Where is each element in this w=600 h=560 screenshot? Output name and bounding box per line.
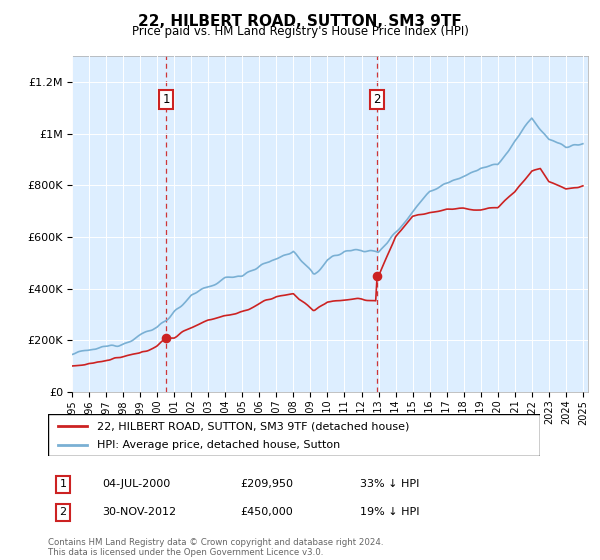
Point: [373, 271, 382, 280]
Text: £450,000: £450,000: [240, 507, 293, 517]
Text: 2: 2: [373, 93, 381, 106]
Text: 19% ↓ HPI: 19% ↓ HPI: [360, 507, 419, 517]
Text: 22, HILBERT ROAD, SUTTON, SM3 9TF: 22, HILBERT ROAD, SUTTON, SM3 9TF: [138, 14, 462, 29]
Text: HPI: Average price, detached house, Sutton: HPI: Average price, detached house, Sutt…: [97, 440, 340, 450]
Text: 33% ↓ HPI: 33% ↓ HPI: [360, 479, 419, 489]
Text: 2: 2: [59, 507, 67, 517]
Text: 22, HILBERT ROAD, SUTTON, SM3 9TF (detached house): 22, HILBERT ROAD, SUTTON, SM3 9TF (detac…: [97, 421, 410, 431]
Text: 1: 1: [59, 479, 67, 489]
Text: £209,950: £209,950: [240, 479, 293, 489]
FancyBboxPatch shape: [48, 414, 540, 456]
Text: 30-NOV-2012: 30-NOV-2012: [102, 507, 176, 517]
Point: [161, 333, 171, 342]
Text: 1: 1: [163, 93, 170, 106]
Text: Price paid vs. HM Land Registry's House Price Index (HPI): Price paid vs. HM Land Registry's House …: [131, 25, 469, 38]
Text: 04-JUL-2000: 04-JUL-2000: [102, 479, 170, 489]
Text: Contains HM Land Registry data © Crown copyright and database right 2024.
This d: Contains HM Land Registry data © Crown c…: [48, 538, 383, 557]
